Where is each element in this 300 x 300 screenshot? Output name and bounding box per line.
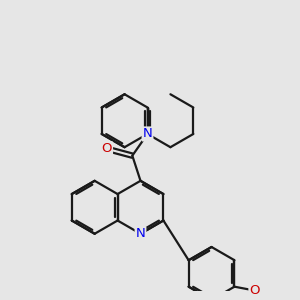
Text: O: O: [249, 284, 260, 297]
Text: O: O: [101, 142, 112, 155]
Text: N: N: [142, 128, 152, 140]
Text: N: N: [136, 227, 146, 240]
